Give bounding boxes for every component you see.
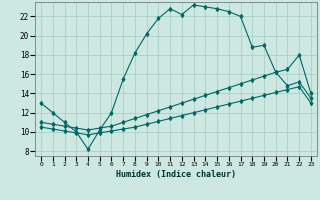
- X-axis label: Humidex (Indice chaleur): Humidex (Indice chaleur): [116, 170, 236, 179]
